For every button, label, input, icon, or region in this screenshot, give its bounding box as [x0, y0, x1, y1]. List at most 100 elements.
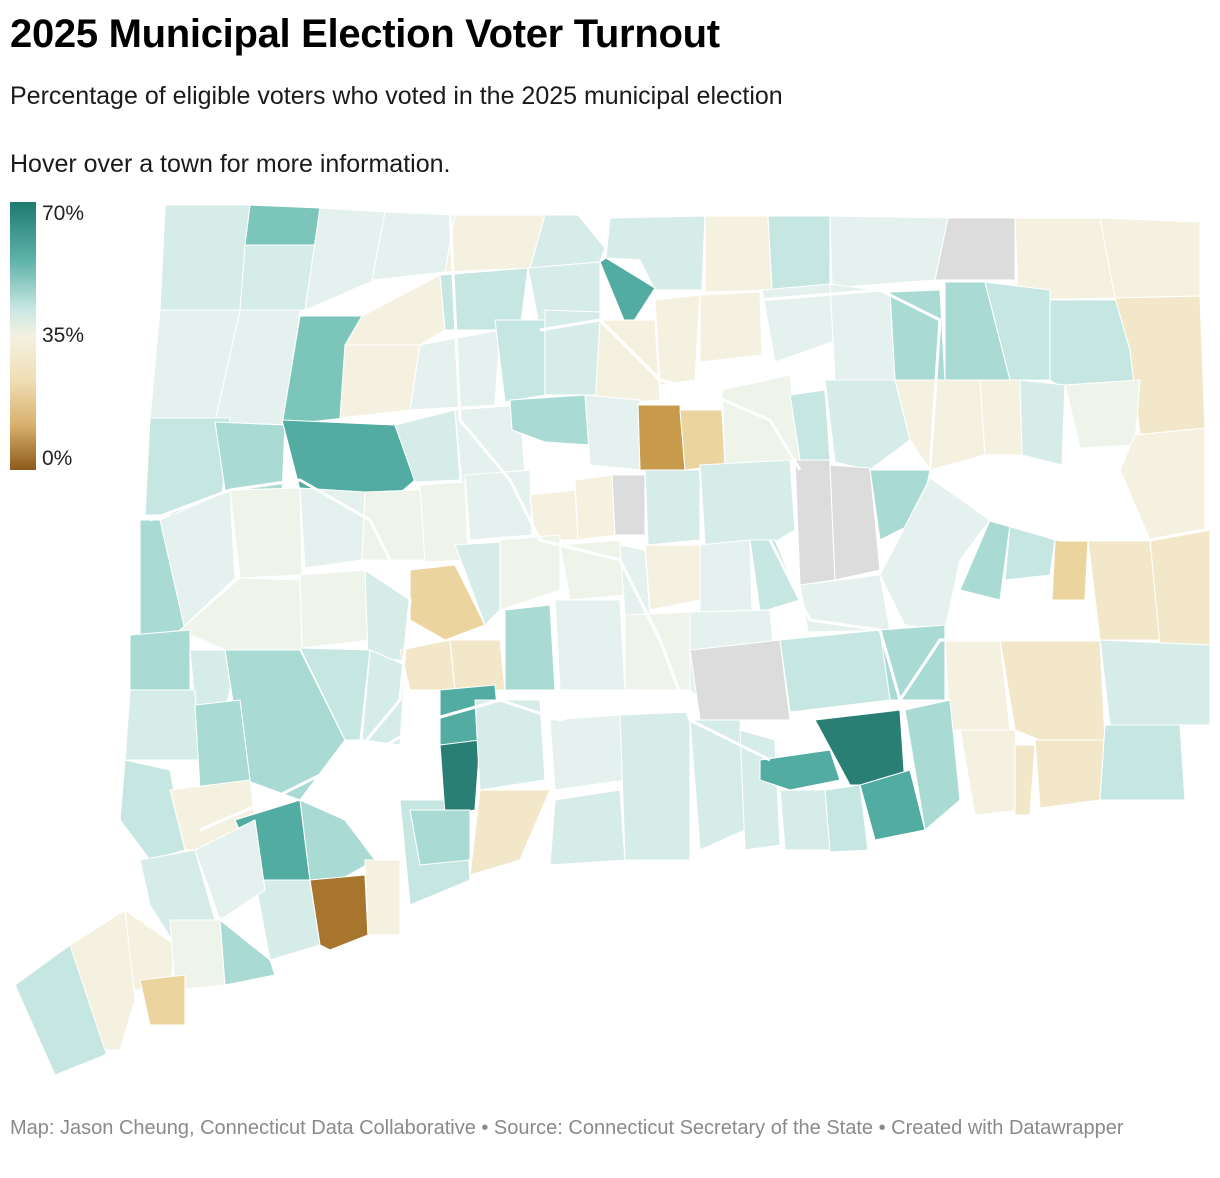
- town-region[interactable]: [574, 474, 616, 541]
- legend-gradient-bar: [10, 202, 36, 470]
- connecticut-town-map: [14, 204, 1211, 1076]
- town-region[interactable]: [494, 319, 546, 403]
- map-title: 2025 Municipal Election Voter Turnout: [10, 12, 720, 56]
- town-region[interactable]: [254, 879, 321, 961]
- town-region[interactable]: [364, 859, 401, 936]
- town-region[interactable]: [959, 729, 1021, 816]
- town-region[interactable]: [1064, 379, 1141, 449]
- town-region[interactable]: [594, 319, 661, 406]
- town-region[interactable]: [779, 789, 831, 851]
- map-subtitle: Percentage of eligible voters who voted …: [10, 82, 783, 110]
- legend-max-label: 70%: [42, 202, 85, 225]
- town-region[interactable]: [139, 974, 186, 1026]
- town-region[interactable]: [1149, 529, 1211, 646]
- town-region[interactable]: [244, 204, 321, 246]
- town-region[interactable]: [759, 749, 841, 791]
- town-region[interactable]: [829, 215, 949, 289]
- town-region[interactable]: [69, 909, 136, 1051]
- town-region[interactable]: [944, 639, 1011, 731]
- town-region[interactable]: [129, 629, 191, 691]
- town-region[interactable]: [644, 544, 701, 611]
- town-region[interactable]: [904, 699, 961, 831]
- town-region[interactable]: [934, 217, 1016, 281]
- town-region[interactable]: [299, 647, 371, 741]
- town-region[interactable]: [1087, 539, 1161, 641]
- town-region[interactable]: [1099, 639, 1211, 726]
- town-region[interactable]: [444, 214, 546, 273]
- town-region[interactable]: [394, 409, 461, 483]
- town-region[interactable]: [644, 469, 701, 546]
- town-region[interactable]: [309, 874, 369, 951]
- town-region[interactable]: [699, 291, 763, 363]
- town-region[interactable]: [779, 629, 891, 713]
- town-region[interactable]: [439, 739, 481, 816]
- town-region[interactable]: [194, 699, 251, 791]
- town-region[interactable]: [299, 569, 371, 649]
- town-region[interactable]: [679, 409, 726, 471]
- town-region[interactable]: [409, 329, 501, 411]
- town-region[interactable]: [611, 474, 646, 536]
- county-boundary-southeast: [768, 539, 1100, 702]
- town-region[interactable]: [554, 599, 626, 691]
- town-region[interactable]: [894, 379, 986, 471]
- legend-mid-label: 35%: [42, 324, 85, 347]
- town-region[interactable]: [239, 244, 316, 311]
- town-region[interactable]: [704, 215, 773, 293]
- county-boundary-south-central: [359, 698, 681, 762]
- town-region[interactable]: [371, 211, 456, 281]
- town-region[interactable]: [474, 699, 546, 791]
- town-region[interactable]: [499, 534, 561, 611]
- town-region[interactable]: [449, 639, 506, 691]
- town-region[interactable]: [624, 611, 691, 691]
- town-region[interactable]: [399, 639, 456, 691]
- town-region[interactable]: [344, 274, 446, 346]
- town-region[interactable]: [824, 784, 869, 853]
- town-region[interactable]: [689, 719, 746, 851]
- town-region[interactable]: [219, 919, 276, 986]
- town-region[interactable]: [229, 487, 303, 579]
- town-region[interactable]: [1004, 524, 1056, 581]
- town-region[interactable]: [794, 459, 836, 586]
- town-region[interactable]: [1019, 379, 1066, 466]
- town-region[interactable]: [829, 464, 881, 581]
- town-region[interactable]: [689, 639, 791, 721]
- town-region[interactable]: [824, 379, 911, 471]
- county-boundary-west: [149, 478, 412, 832]
- county-boundary-north-central: [539, 318, 802, 471]
- town-region[interactable]: [619, 711, 691, 861]
- town-region[interactable]: [549, 714, 626, 791]
- town-region[interactable]: [1119, 427, 1206, 541]
- town-region[interactable]: [829, 283, 896, 381]
- town-region[interactable]: [767, 215, 831, 291]
- town-region[interactable]: [409, 809, 471, 866]
- town-region[interactable]: [1099, 724, 1186, 801]
- county-boundary-central: [448, 209, 771, 762]
- town-region[interactable]: [799, 574, 891, 633]
- town-region[interactable]: [699, 459, 796, 546]
- map-footer-credit: Map: Jason Cheung, Connecticut Data Coll…: [10, 1117, 1124, 1139]
- town-region[interactable]: [194, 819, 266, 921]
- town-region[interactable]: [584, 394, 641, 471]
- town-region[interactable]: [559, 539, 626, 601]
- town-region[interactable]: [1099, 217, 1201, 299]
- town-region[interactable]: [361, 649, 406, 746]
- town-region[interactable]: [979, 379, 1023, 456]
- color-legend: 70% 35% 0%: [10, 202, 130, 472]
- town-region[interactable]: [124, 689, 201, 761]
- town-region[interactable]: [469, 789, 551, 876]
- town-region[interactable]: [1014, 744, 1036, 816]
- town-region[interactable]: [159, 204, 251, 311]
- legend-min-label: 0%: [42, 447, 73, 470]
- town-region[interactable]: [529, 214, 606, 269]
- town-region[interactable]: [654, 294, 701, 386]
- town-region[interactable]: [1051, 539, 1089, 601]
- town-region[interactable]: [339, 344, 421, 419]
- town-region[interactable]: [699, 539, 753, 613]
- town-region[interactable]: [999, 639, 1106, 741]
- town-region[interactable]: [504, 604, 556, 691]
- town-region[interactable]: [509, 394, 591, 446]
- town-region[interactable]: [299, 799, 376, 881]
- town-region[interactable]: [637, 404, 686, 471]
- town-region[interactable]: [1034, 739, 1106, 809]
- town-region[interactable]: [549, 789, 626, 866]
